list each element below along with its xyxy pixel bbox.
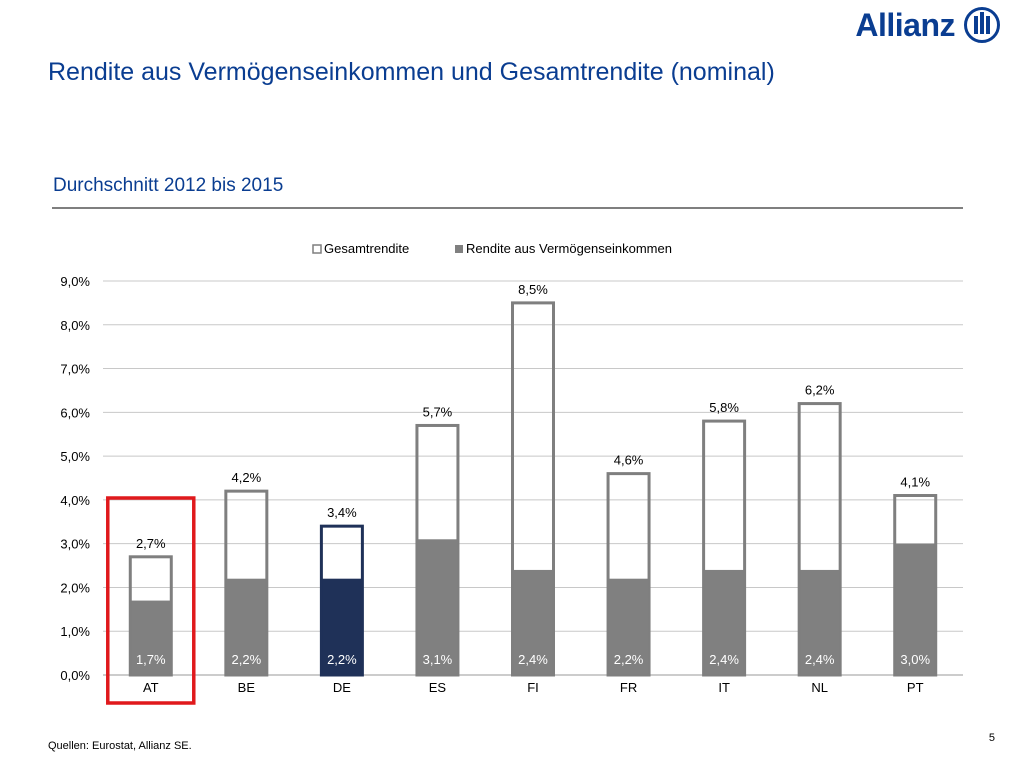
data-label-vermoegenseinkommen: 3,0% — [900, 652, 930, 667]
data-label-gesamtrendite: 4,6% — [614, 453, 644, 468]
bar-vermoegenseinkommen — [416, 539, 458, 675]
y-tick-label: 6,0% — [60, 405, 90, 420]
x-tick-label: FI — [527, 680, 539, 695]
bar-vermoegenseinkommen — [512, 569, 554, 675]
data-label-vermoegenseinkommen: 2,4% — [805, 652, 835, 667]
x-tick-label: AT — [143, 680, 159, 695]
allianz-logo: Allianz — [855, 6, 1001, 44]
page-number: 5 — [988, 732, 995, 744]
data-label-gesamtrendite: 4,2% — [232, 470, 262, 485]
subtitle-divider — [52, 207, 963, 209]
x-tick-label: ES — [429, 680, 447, 695]
y-tick-label: 7,0% — [60, 362, 90, 377]
x-tick-label: DE — [333, 680, 351, 695]
bar-gesamtrendite — [224, 489, 269, 677]
legend-label-gesamtrendite: Gesamtrendite — [324, 241, 409, 256]
y-tick-label: 5,0% — [60, 449, 90, 464]
source-note: Quellen: Eurostat, Allianz SE. — [48, 740, 192, 752]
bar-gesamtrendite — [128, 555, 173, 677]
x-tick-label: PT — [907, 680, 924, 695]
x-tick-label: NL — [811, 680, 828, 695]
data-label-gesamtrendite: 8,5% — [518, 282, 548, 297]
bar-vermoegenseinkommen — [703, 569, 745, 675]
bar-vermoegenseinkommen — [799, 569, 841, 675]
y-tick-label: 4,0% — [60, 493, 90, 508]
y-tick-label: 0,0% — [60, 668, 90, 683]
x-tick-label: FR — [620, 680, 637, 695]
x-tick-label: IT — [718, 680, 730, 695]
bar-vermoegenseinkommen — [225, 578, 267, 675]
y-tick-label: 9,0% — [60, 274, 90, 289]
y-tick-label: 3,0% — [60, 537, 90, 552]
y-tick-label: 1,0% — [60, 624, 90, 639]
data-label-gesamtrendite: 2,7% — [136, 536, 166, 551]
bar-gesamtrendite — [606, 472, 651, 677]
x-tick-label: BE — [238, 680, 256, 695]
data-label-vermoegenseinkommen: 2,4% — [709, 652, 739, 667]
bar-gesamtrendite — [893, 494, 938, 677]
highlight-box — [106, 496, 196, 705]
bar-gesamtrendite — [797, 402, 842, 677]
page-title: Rendite aus Vermögenseinkommen und Gesam… — [48, 58, 775, 86]
data-label-vermoegenseinkommen: 2,2% — [327, 652, 357, 667]
data-label-vermoegenseinkommen: 2,2% — [232, 652, 262, 667]
bar-gesamtrendite — [511, 301, 555, 677]
bar-vermoegenseinkommen — [130, 600, 172, 675]
bar-gesamtrendite — [415, 423, 460, 677]
bar-vermoegenseinkommen — [608, 578, 650, 675]
bar-gesamtrendite — [319, 524, 364, 677]
allianz-eagle-icon — [964, 7, 1000, 43]
legend-swatch-vermoegenseinkommen — [455, 245, 463, 253]
legend-label-vermoegenseinkommen: Rendite aus Vermögenseinkommen — [466, 241, 672, 256]
data-label-gesamtrendite: 5,8% — [709, 400, 739, 415]
bar-vermoegenseinkommen — [321, 578, 363, 675]
data-label-vermoegenseinkommen: 3,1% — [423, 652, 453, 667]
data-label-gesamtrendite: 6,2% — [805, 383, 835, 398]
legend-swatch-gesamtrendite — [312, 244, 322, 254]
bar-vermoegenseinkommen — [894, 543, 936, 675]
data-label-gesamtrendite: 4,1% — [900, 475, 930, 490]
data-label-gesamtrendite: 5,7% — [423, 404, 453, 419]
data-label-vermoegenseinkommen: 1,7% — [136, 652, 166, 667]
data-label-gesamtrendite: 3,4% — [327, 505, 357, 520]
chart-subtitle: Durchschnitt 2012 bis 2015 — [53, 175, 284, 196]
bar-gesamtrendite — [702, 419, 747, 677]
data-label-vermoegenseinkommen: 2,4% — [518, 652, 548, 667]
data-label-vermoegenseinkommen: 2,2% — [614, 652, 644, 667]
brand-name: Allianz — [855, 6, 955, 43]
y-tick-label: 2,0% — [60, 580, 90, 595]
y-tick-label: 8,0% — [60, 318, 90, 333]
